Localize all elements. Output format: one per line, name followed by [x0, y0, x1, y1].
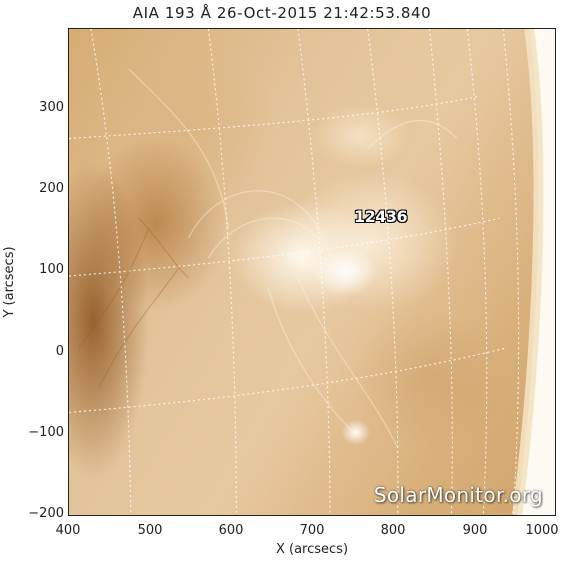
- y-axis-label: Y (arcsecs): [2, 246, 17, 318]
- x-tick-label: 400: [55, 523, 81, 538]
- latitude-line: [69, 96, 478, 140]
- y-tick-label: −100: [28, 425, 64, 440]
- latitude-line: [69, 217, 500, 277]
- solar-image: 12436 SolarMonitor.org: [68, 28, 556, 516]
- longitude-line: [428, 29, 453, 515]
- longitude-line: [466, 29, 488, 515]
- longitude-line: [207, 29, 237, 515]
- y-tick-label: 0: [55, 344, 64, 359]
- longitude-line: [367, 29, 399, 515]
- latitude-line: [69, 347, 508, 413]
- x-tick-label: 900: [462, 523, 488, 538]
- y-tick-label: 100: [39, 262, 64, 277]
- image-title: AIA 193 Å 26-Oct-2015 21:42:53.840: [132, 4, 432, 22]
- off-limb-space: [517, 29, 555, 515]
- x-tick-label: 500: [137, 523, 163, 538]
- x-tick-label: 1000: [525, 523, 559, 538]
- longitude-line: [90, 29, 132, 515]
- heliographic-grid: [69, 29, 555, 515]
- x-axis-label: X (arcsecs): [275, 542, 349, 557]
- limb-brightening: [512, 29, 544, 515]
- y-tick-label: 200: [39, 181, 64, 196]
- longitude-line: [502, 29, 520, 515]
- active-region-label: 12436: [354, 207, 408, 226]
- x-tick-label: 600: [218, 523, 244, 538]
- x-tick-label: 800: [380, 523, 406, 538]
- y-tick-label: 300: [39, 100, 64, 115]
- x-tick-label: 700: [299, 523, 325, 538]
- watermark: SolarMonitor.org: [373, 483, 543, 507]
- y-tick-label: −200: [28, 506, 64, 521]
- longitude-line: [297, 29, 331, 515]
